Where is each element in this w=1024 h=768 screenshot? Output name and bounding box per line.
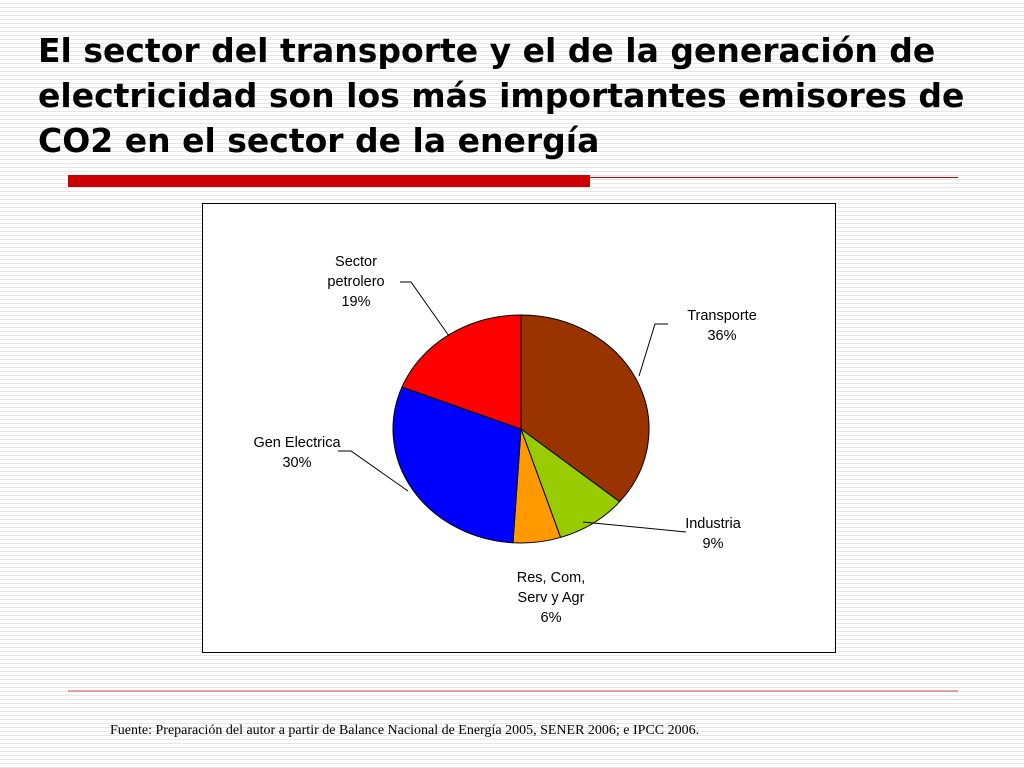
leader-line bbox=[582, 521, 687, 533]
pie-slice bbox=[520, 314, 650, 503]
pie-chart: Transporte 36% Industria 9% Res, Com, Serv y … bbox=[253, 254, 757, 626]
slice-data-label: Industria 9% bbox=[685, 516, 742, 552]
footer-divider bbox=[68, 690, 958, 692]
leader-line bbox=[400, 281, 450, 337]
source-note: Fuente: Preparación del autor a partir d… bbox=[110, 723, 700, 738]
title-underline-bar bbox=[68, 175, 590, 187]
slice-data-label: Sector petrolero 19% bbox=[327, 254, 384, 310]
slice-data-label: Res, Com, Serv y Agr 6% bbox=[517, 570, 586, 626]
slice-data-label: Transporte 36% bbox=[687, 308, 757, 344]
slice-data-label: Gen Electrica 30% bbox=[253, 435, 341, 471]
title-underline-line bbox=[590, 177, 958, 178]
leader-line bbox=[338, 450, 409, 492]
leader-line bbox=[638, 323, 668, 377]
slide-title: El sector del transporte y el de la gene… bbox=[38, 31, 965, 160]
chart-frame: Transporte 36% Industria 9% Res, Com, Serv y … bbox=[202, 203, 836, 653]
pie-slice bbox=[401, 314, 522, 430]
pie-slice bbox=[392, 386, 522, 544]
